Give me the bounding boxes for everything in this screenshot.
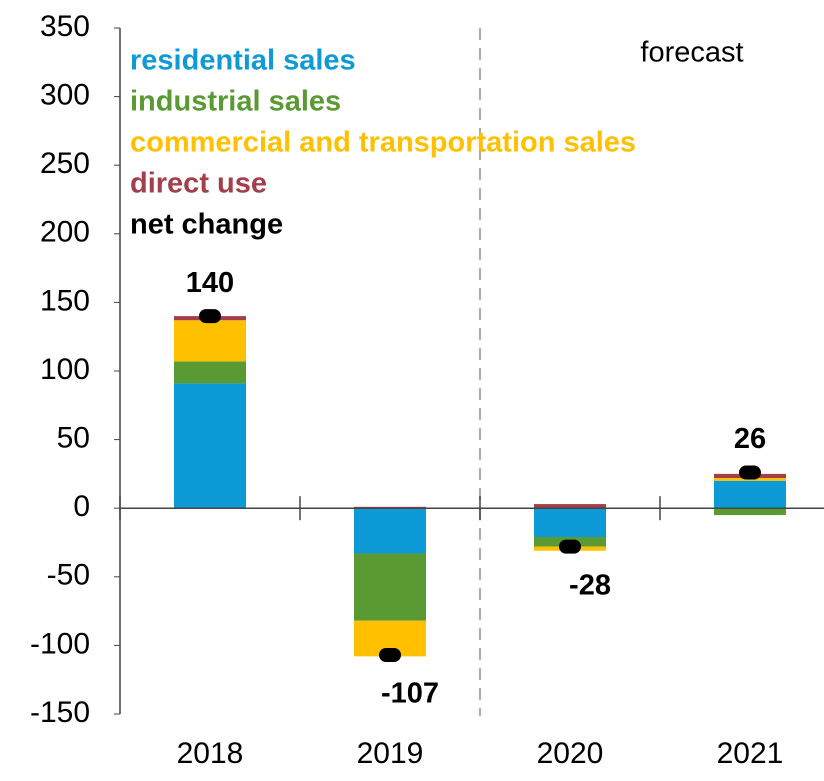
x-tick-label: 2021 — [717, 737, 784, 770]
bar-segment — [174, 383, 246, 509]
net-marker — [559, 539, 581, 554]
y-tick-label: 200 — [40, 216, 90, 249]
y-tick-label: 150 — [40, 284, 90, 317]
bar-segment — [714, 480, 786, 509]
y-tick-label: 350 — [40, 10, 90, 43]
net-label: 140 — [186, 267, 234, 299]
legend-entry: residential sales — [130, 45, 356, 77]
legend-entry: commercial and transportation sales — [130, 127, 636, 159]
y-tick-label: 100 — [40, 353, 90, 386]
x-tick-label: 2018 — [177, 737, 244, 770]
bar-segment — [174, 320, 246, 362]
net-label: -107 — [381, 678, 439, 710]
net-marker — [739, 465, 761, 480]
legend-entry: industrial sales — [130, 86, 341, 118]
legend-entry: net change — [130, 209, 283, 241]
net-marker — [379, 648, 401, 663]
annotation: forecast — [640, 37, 743, 69]
bar-segment — [174, 361, 246, 384]
net-marker — [199, 309, 221, 324]
y-tick-label: 0 — [73, 490, 90, 523]
y-tick-label: -50 — [47, 559, 90, 592]
x-tick-label: 2019 — [357, 737, 424, 770]
y-tick-label: 300 — [40, 79, 90, 112]
net-label: -28 — [569, 569, 611, 601]
y-tick-label: 50 — [57, 422, 90, 455]
bar-segment — [354, 553, 426, 621]
bar-segment — [534, 508, 606, 538]
x-tick-label: 2020 — [537, 737, 604, 770]
bar-segment — [354, 508, 426, 554]
y-tick-label: -150 — [30, 696, 90, 729]
legend-entry: direct use — [130, 168, 267, 200]
y-tick-label: -100 — [30, 627, 90, 660]
y-tick-label: 250 — [40, 147, 90, 180]
bar-segment — [534, 504, 606, 509]
net-label: 26 — [734, 423, 766, 455]
bar-segment — [714, 508, 786, 516]
